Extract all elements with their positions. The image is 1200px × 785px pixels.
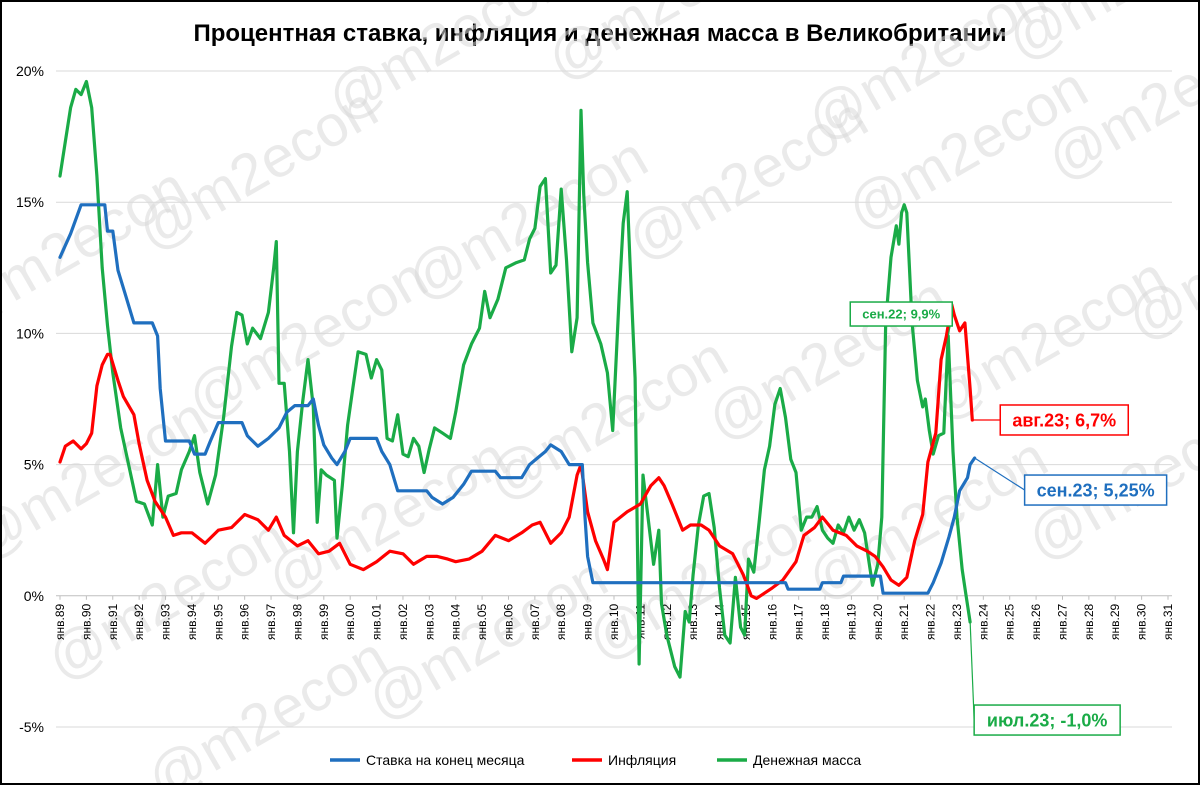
annotation-box — [999, 404, 1130, 436]
x-tick-label: янв.03 — [422, 603, 436, 640]
x-tick-label: янв.19 — [844, 603, 858, 640]
annotation-callout: авг.23; 6,7% — [972, 404, 1130, 436]
x-tick-label: янв.05 — [475, 603, 489, 640]
x-tick-label: янв.07 — [528, 603, 542, 640]
annotation-label: авг.23; 6,7% — [1012, 410, 1116, 430]
watermark-text: @m2econ — [316, 2, 578, 133]
y-tick-label: 20% — [16, 63, 44, 79]
x-tick-label: янв.97 — [264, 603, 278, 640]
x-tick-label: янв.93 — [159, 603, 173, 640]
x-tick-label: янв.94 — [185, 603, 199, 640]
y-tick-label: 15% — [16, 194, 44, 210]
x-tick-label: янв.22 — [924, 603, 938, 640]
x-tick-label: янв.00 — [343, 603, 357, 640]
x-tick-label: янв.06 — [501, 603, 515, 640]
annotation-label: сен.22; 9,9% — [862, 307, 940, 322]
x-tick-label: янв.20 — [871, 603, 885, 640]
x-tick-label: янв.99 — [317, 603, 331, 640]
x-tick-label: янв.29 — [1108, 603, 1122, 640]
chart-title: Процентная ставка, инфляция и денежная м… — [193, 20, 1007, 47]
series-line-0 — [58, 203, 977, 595]
watermark-text: @m2econ — [696, 264, 958, 453]
x-tick-label: янв.31 — [1161, 603, 1175, 640]
series-lines — [58, 79, 977, 679]
legend-label: Инфляция — [608, 752, 676, 768]
x-tick-label: янв.08 — [554, 603, 568, 640]
y-tick-label: 5% — [24, 457, 44, 473]
x-tick-label: янв.96 — [238, 603, 252, 640]
x-tick-label: янв.17 — [792, 603, 806, 640]
x-tick-label: янв.92 — [132, 603, 146, 640]
legend-item: Денежная масса — [717, 752, 861, 768]
annotation-callout: сен.22; 9,9% — [849, 301, 953, 337]
y-tick-label: 0% — [24, 588, 44, 604]
x-tick-label: янв.28 — [1082, 603, 1096, 640]
x-tick-label: янв.16 — [765, 603, 779, 640]
annotation-callout: июл.23; -1,0% — [969, 622, 1121, 736]
x-tick-label: янв.01 — [370, 603, 384, 640]
x-tick-label: янв.26 — [1029, 603, 1043, 640]
x-tick-label: янв.30 — [1135, 603, 1149, 640]
y-axis-tick-labels: 20% 15% 10% 5% 0% -5% — [16, 63, 44, 735]
x-tick-label: янв.18 — [818, 603, 832, 640]
x-tick-label: янв.95 — [211, 603, 225, 640]
annotation-box — [973, 704, 1121, 736]
annotation-leader — [974, 457, 1025, 491]
x-tick-label: янв.91 — [106, 603, 120, 640]
annotation-label: сен.23; 5,25% — [1037, 481, 1155, 501]
x-tick-label: янв.09 — [581, 603, 595, 640]
y-tick-label: 10% — [16, 325, 44, 341]
legend-item: Инфляция — [572, 752, 676, 768]
legend: Ставка на конец месяца Инфляция Денежная м… — [330, 752, 861, 768]
x-tick-label: янв.89 — [53, 603, 67, 640]
legend-label: Денежная масса — [753, 752, 861, 768]
series-line-2 — [58, 79, 972, 679]
annotation-box — [1023, 474, 1168, 506]
annotation-callout: сен.23; 5,25% — [974, 457, 1168, 506]
x-tick-label: янв.25 — [1003, 603, 1017, 640]
x-tick-label: янв.10 — [607, 603, 621, 640]
legend-label: Ставка на конец месяца — [366, 752, 525, 768]
x-tick-label: янв.27 — [1055, 603, 1069, 640]
annotation-box — [849, 301, 953, 327]
watermark-text: @m2econ — [2, 384, 218, 573]
annotation-leader — [969, 622, 975, 721]
x-tick-label: янв.02 — [396, 603, 410, 640]
legend-item: Ставка на конец месяца — [330, 752, 525, 768]
x-tick-label: янв.23 — [950, 603, 964, 640]
x-tick-label: янв.21 — [897, 603, 911, 640]
x-tick-label: янв.24 — [976, 603, 990, 640]
x-tick-label: янв.98 — [290, 603, 304, 640]
watermark-text: @m2econ — [536, 2, 798, 93]
y-tick-label: -5% — [19, 719, 44, 735]
watermark-text: @m2econ — [36, 504, 298, 693]
x-tick-label: янв.04 — [449, 603, 463, 640]
x-tick-label: янв.90 — [79, 603, 93, 640]
series-line-1 — [58, 302, 974, 600]
watermark-text: @m2econ — [476, 324, 738, 513]
x-axis-tick-labels: янв.89 янв.90 янв.91 янв.92 янв.93 янв.94 янв.… — [53, 595, 1175, 640]
annotation-callouts: сен.22; 9,9% авг.23; 6,7% сен.23; 5,25% июл… — [849, 301, 1168, 736]
annotation-label: июл.23; -1,0% — [987, 711, 1107, 731]
